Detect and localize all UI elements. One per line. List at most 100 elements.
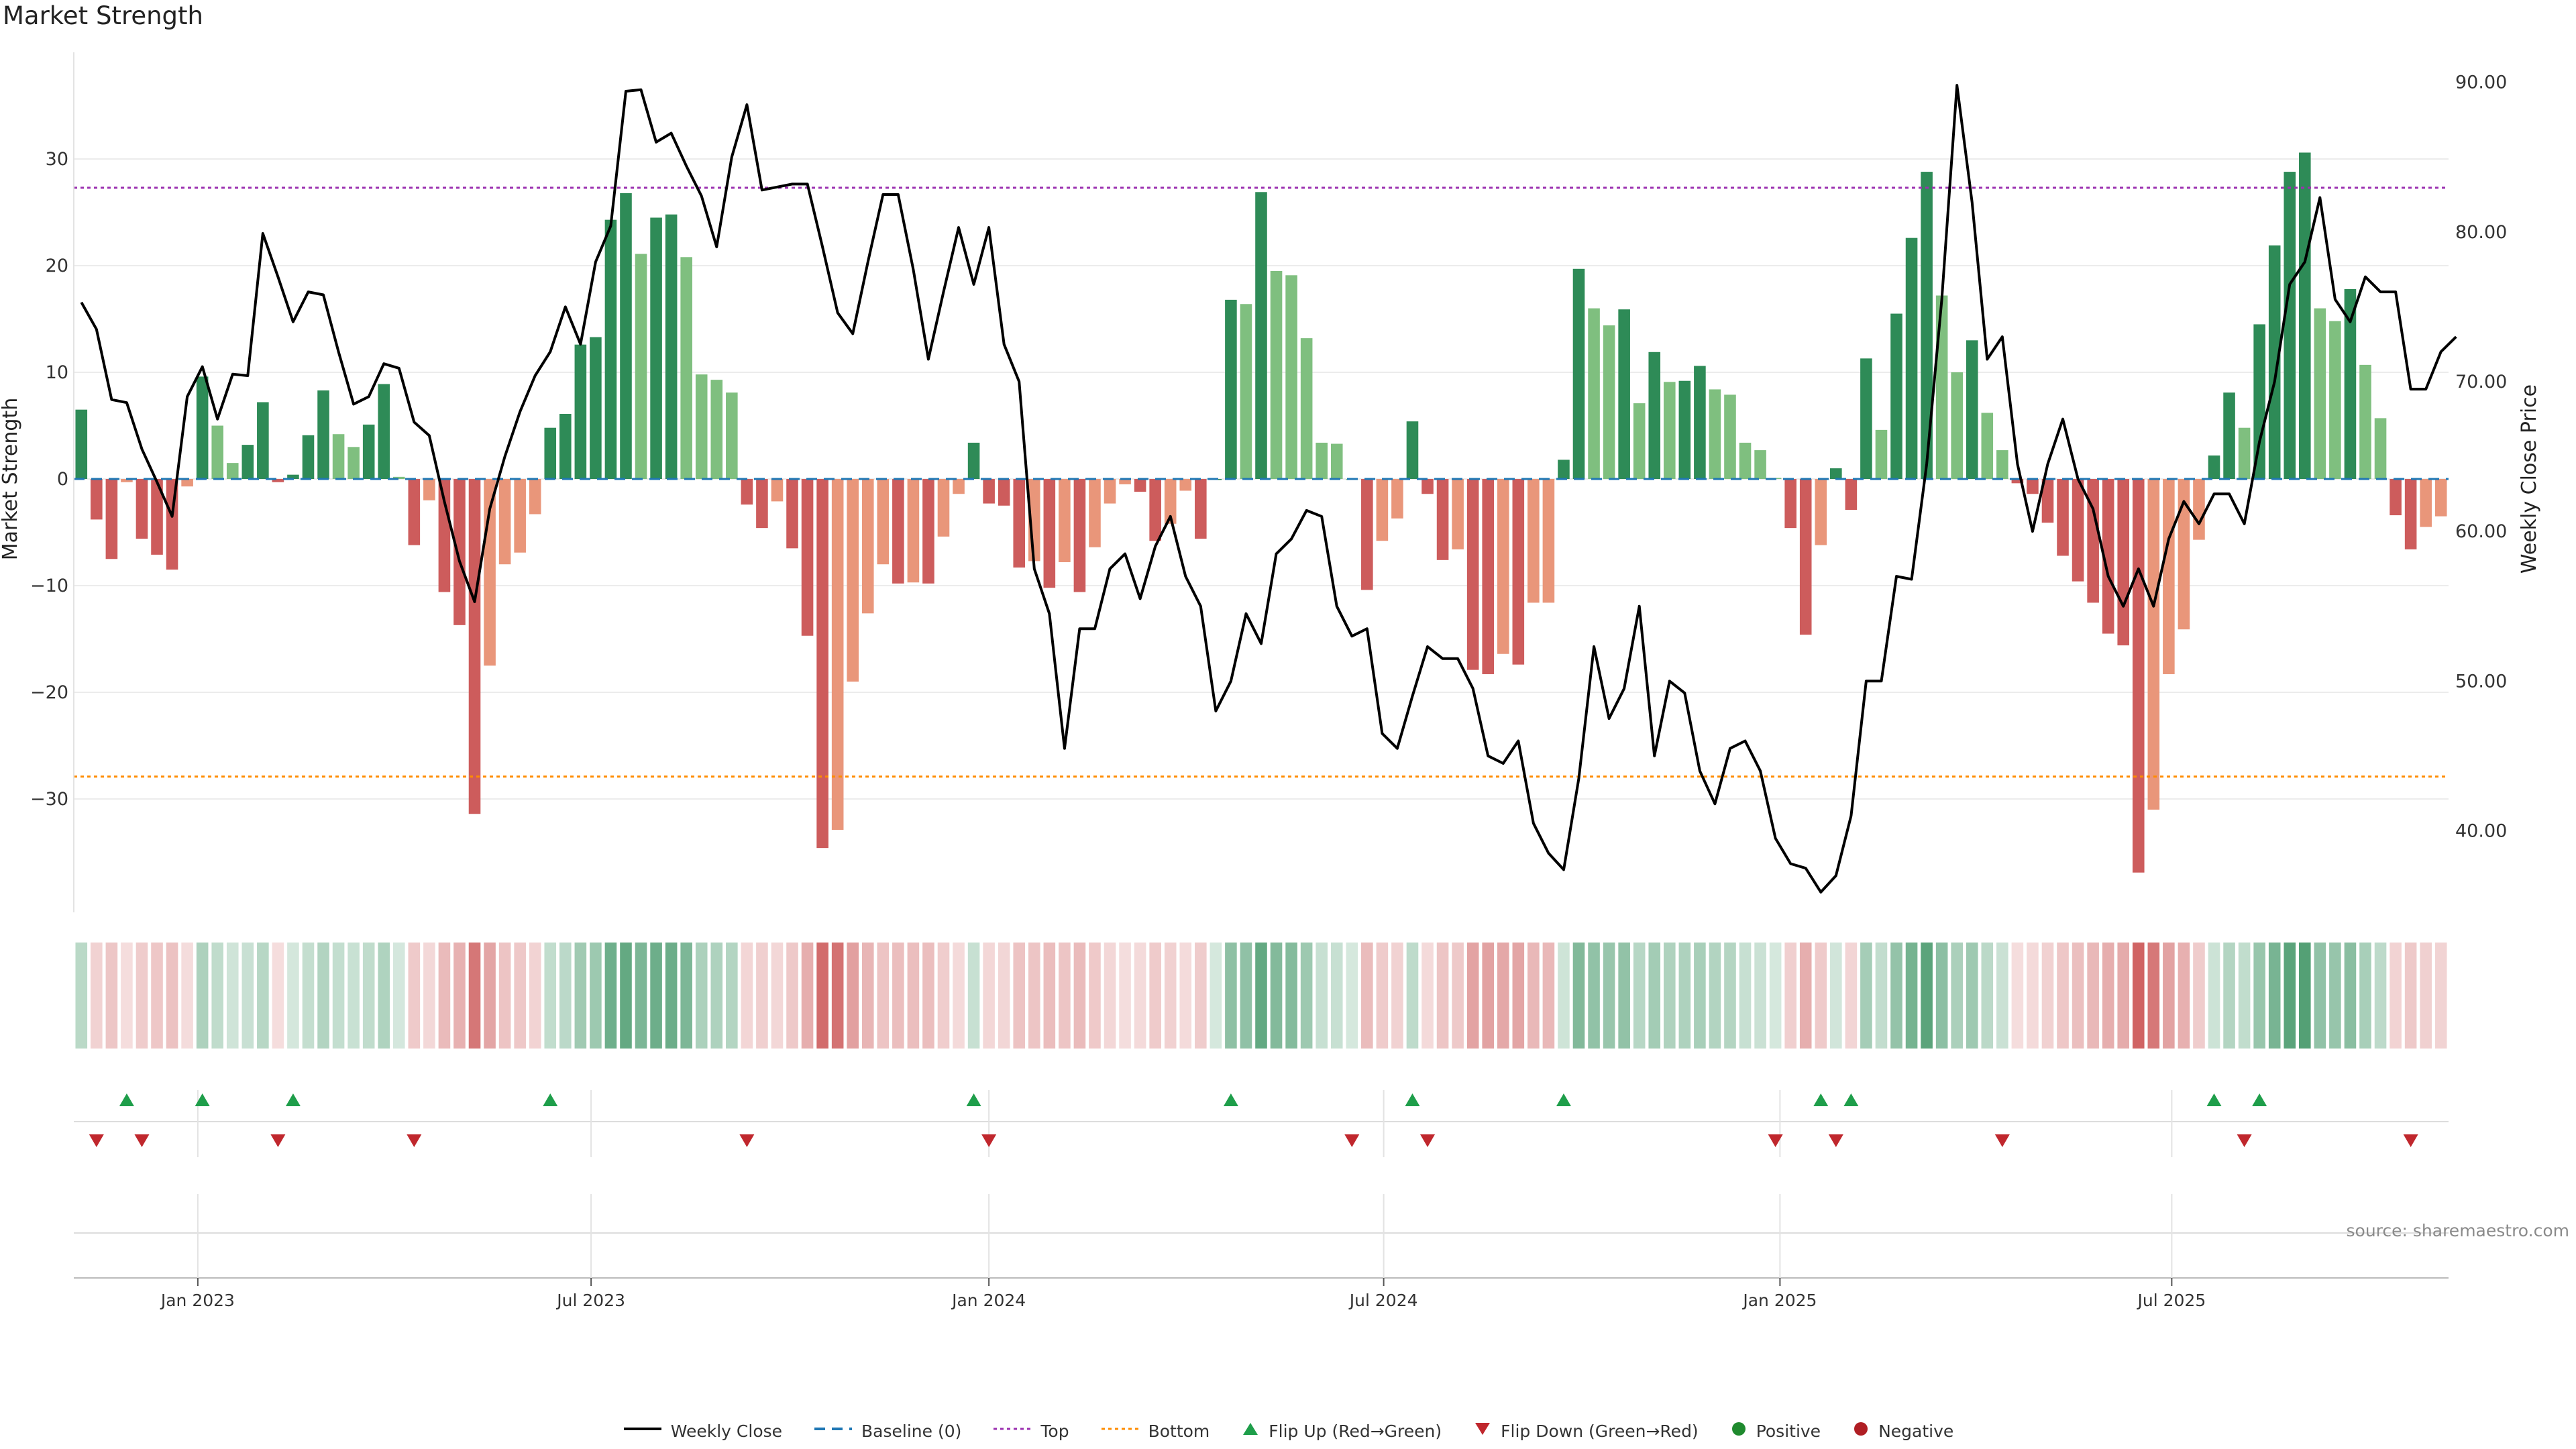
heat-cell [1830, 943, 1842, 1049]
strength-bar [241, 445, 254, 479]
heat-cell [2011, 943, 2024, 1049]
strength-bar [2132, 479, 2145, 873]
heat-cell [1996, 943, 2008, 1049]
strength-bar [514, 479, 526, 553]
strength-bar [1648, 352, 1661, 479]
strength-bar [1815, 479, 1827, 545]
heat-cell [1406, 943, 1419, 1049]
heat-cell [544, 943, 557, 1049]
heat-cell [438, 943, 451, 1049]
heat-cell [907, 943, 920, 1049]
strength-bar [1270, 270, 1283, 479]
legend-up-icon [1240, 1421, 1260, 1441]
heat-cell [771, 943, 784, 1049]
heat-cell [362, 943, 375, 1049]
heat-cell [196, 943, 209, 1049]
strength-bar [2329, 321, 2341, 479]
legend-label: Flip Down (Green→Red) [1501, 1421, 1699, 1441]
heat-cell [408, 943, 421, 1049]
heat-cell [726, 943, 738, 1049]
heat-cell [2102, 943, 2114, 1049]
flip-down-marker [739, 1134, 755, 1147]
flip-up-marker [1813, 1093, 1829, 1106]
heat-cell [2314, 943, 2326, 1049]
strength-bar [1981, 413, 1994, 479]
heat-cell [1921, 943, 1933, 1049]
heat-cell [121, 943, 133, 1049]
heat-cell [2178, 943, 2190, 1049]
x-tick-label: Jan 2024 [951, 1291, 1026, 1310]
strength-bar [937, 479, 950, 537]
heat-cell [1724, 943, 1736, 1049]
heat-cell [181, 943, 193, 1049]
strength-bar [1996, 450, 2008, 479]
strength-bar [907, 479, 920, 583]
legend-label: Flip Up (Red→Green) [1269, 1421, 1442, 1441]
heat-cell [998, 943, 1010, 1049]
legend-item-bottom: Bottom [1100, 1421, 1210, 1441]
heat-cell [1694, 943, 1706, 1049]
strength-bar [91, 479, 103, 520]
strength-bar [1905, 237, 1918, 479]
flip-up-marker [195, 1093, 210, 1106]
heat-cell [257, 943, 269, 1049]
heat-cell [272, 943, 284, 1049]
strength-bar [121, 479, 133, 482]
flip-down-marker [2403, 1134, 2418, 1147]
heat-cell [1149, 943, 1161, 1049]
flip-down-marker [407, 1134, 422, 1147]
heat-cell [877, 943, 890, 1049]
strength-bar [786, 479, 798, 549]
legend-line-icon [623, 1421, 663, 1441]
heat-cell [2132, 943, 2145, 1049]
heat-cell [831, 943, 844, 1049]
heat-cell [1648, 943, 1661, 1049]
heat-cell [1270, 943, 1283, 1049]
legend-label: Top [1040, 1421, 1069, 1441]
heat-cell [2329, 943, 2341, 1049]
heat-cell [1119, 943, 1131, 1049]
legend-label: Weekly Close [670, 1421, 783, 1441]
heat-cell [1300, 943, 1313, 1049]
strength-bar [1618, 309, 1630, 479]
legend-bottom-icon [1100, 1421, 1140, 1441]
heat-cell [2072, 943, 2084, 1049]
strength-bar [1466, 479, 1479, 670]
legend-label: Positive [1756, 1421, 1821, 1441]
flip-down-marker [1420, 1134, 1436, 1147]
flip-up-marker [285, 1093, 301, 1106]
strength-bar [1149, 479, 1161, 541]
y2-tick-label: 70.00 [2455, 372, 2507, 392]
heat-cell [75, 943, 88, 1049]
heat-cell [498, 943, 511, 1049]
strength-bar [2087, 479, 2099, 603]
heat-cell [680, 943, 692, 1049]
heat-cell [590, 943, 602, 1049]
strength-bar [347, 447, 360, 479]
heat-cell [378, 943, 390, 1049]
strength-bar [1240, 304, 1252, 479]
strength-bar [1633, 403, 1646, 479]
legend-dash-icon [813, 1421, 853, 1441]
heat-cell [1059, 943, 1071, 1049]
heat-cell [650, 943, 662, 1049]
strength-bar [226, 463, 239, 479]
heat-cell [151, 943, 163, 1049]
strength-bar [2193, 479, 2205, 540]
heat-cell [1089, 943, 1101, 1049]
flip-up-marker [1223, 1093, 1238, 1106]
heat-cell [1391, 943, 1403, 1049]
y2-tick-label: 50.00 [2455, 671, 2507, 692]
heat-cell [1225, 943, 1237, 1049]
heat-cell [710, 943, 723, 1049]
heat-cell [574, 943, 587, 1049]
heat-cell [604, 943, 617, 1049]
strength-bar [1754, 450, 1766, 479]
heat-cell [741, 943, 753, 1049]
y2-tick-label: 60.00 [2455, 521, 2507, 542]
heat-cell [665, 943, 678, 1049]
heat-cell [2359, 943, 2371, 1049]
strength-bar [635, 254, 647, 479]
heat-cell [317, 943, 329, 1049]
